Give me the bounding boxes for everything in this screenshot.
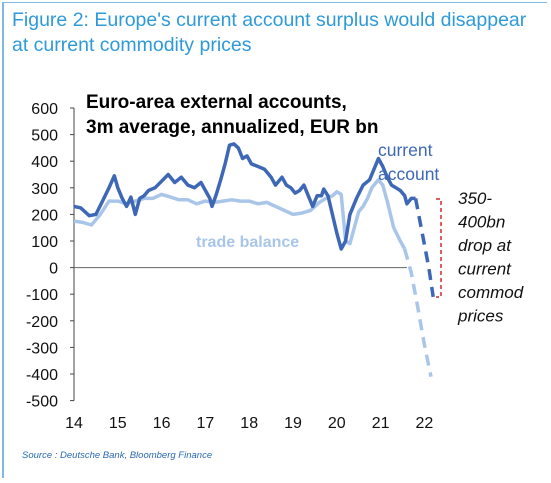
trade-balance-label: trade balance bbox=[196, 234, 299, 251]
y-tick-label: -300 bbox=[26, 340, 58, 357]
figure-frame bbox=[2, 2, 547, 478]
y-tick-label: 600 bbox=[31, 101, 58, 118]
drop-annotation-line: prices bbox=[457, 307, 504, 326]
y-tick-label: 100 bbox=[31, 234, 58, 251]
y-tick-label: 0 bbox=[49, 261, 58, 278]
chart-text-labels: Euro-area external accounts, 3m average, … bbox=[86, 92, 524, 326]
chart-title-line: Euro-area external accounts, bbox=[86, 92, 347, 113]
current-account-line bbox=[73, 142, 416, 251]
figure-title: Figure 2: Europe's current account surpl… bbox=[12, 9, 527, 56]
x-tick-label: 20 bbox=[328, 415, 346, 432]
x-tick-label: 18 bbox=[240, 415, 258, 432]
y-tick-label: -500 bbox=[26, 394, 58, 411]
drop-annotation-line: drop at bbox=[458, 236, 512, 255]
drop-annotation-line: current bbox=[458, 260, 512, 279]
source-note: Source : Deutsche Bank, Bloomberg Financ… bbox=[22, 450, 212, 461]
x-tick-label: 22 bbox=[416, 415, 434, 432]
y-tick-labels: 600 500 400 300 200 100 0 -100 -200 -300 -400 -500 bbox=[26, 101, 58, 411]
y-tick-label: 500 bbox=[31, 128, 58, 145]
current-account-label: current bbox=[378, 140, 433, 160]
current-account-label: account bbox=[378, 164, 439, 184]
y-tick-label: -200 bbox=[26, 314, 58, 331]
chart-title-line: 3m average, annualized, EUR bn bbox=[86, 117, 378, 138]
drop-annotation-line: 350- bbox=[458, 189, 492, 208]
series-lines bbox=[73, 142, 435, 378]
y-axis bbox=[70, 107, 407, 402]
x-tick-label: 14 bbox=[65, 415, 83, 432]
drop-annotation-line: commod bbox=[458, 283, 524, 302]
trade-balance-projection bbox=[403, 248, 433, 378]
x-tick-labels: 14 15 16 17 18 19 20 21 22 bbox=[65, 415, 433, 432]
y-tick-label: -100 bbox=[26, 287, 58, 304]
y-tick-label: 400 bbox=[31, 154, 58, 171]
x-tick-label: 17 bbox=[197, 415, 215, 432]
x-tick-label: 19 bbox=[284, 415, 302, 432]
x-tick-label: 16 bbox=[153, 415, 171, 432]
y-tick-label: 300 bbox=[31, 181, 58, 198]
drop-annotation-line: 400bn bbox=[458, 213, 505, 232]
y-tick-label: 200 bbox=[31, 207, 58, 224]
drop-bracket bbox=[436, 198, 442, 298]
x-tick-label: 15 bbox=[109, 415, 127, 432]
x-tick-label: 21 bbox=[372, 415, 390, 432]
current-account-projection bbox=[413, 198, 435, 298]
y-tick-label: -400 bbox=[26, 367, 58, 384]
